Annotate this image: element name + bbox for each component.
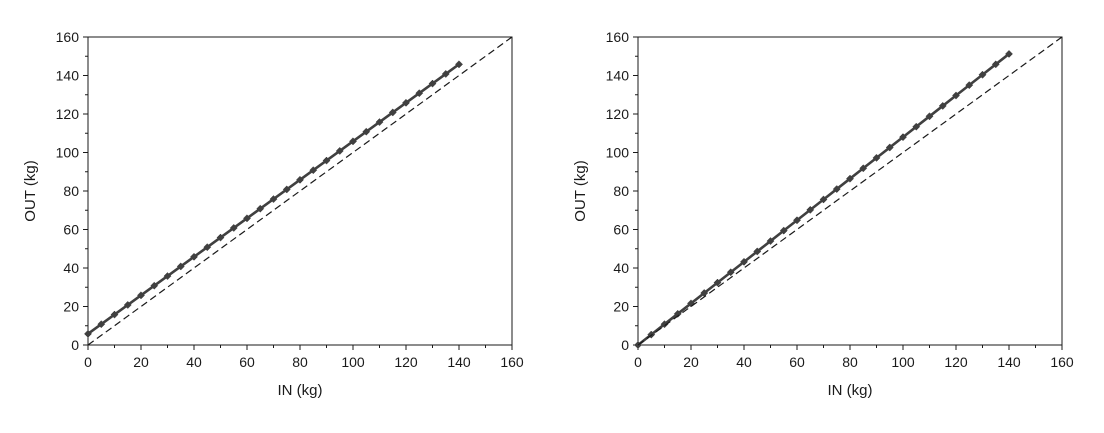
x-axis-label: IN (kg) bbox=[828, 382, 873, 399]
y-tick-label: 20 bbox=[613, 299, 629, 315]
data-point bbox=[322, 156, 331, 165]
data-point bbox=[362, 127, 371, 136]
data-point bbox=[455, 60, 463, 69]
data-point bbox=[899, 133, 907, 142]
chart-panel-2: 0 20 40 60 80 100 120 140 160 0 20 40 60 80 100 120 140 1… bbox=[572, 29, 1074, 399]
y-tick-label: 140 bbox=[56, 68, 80, 84]
data-point bbox=[203, 243, 212, 252]
y-tick-label: 0 bbox=[71, 337, 79, 353]
y-tick-label: 120 bbox=[56, 106, 80, 122]
reference-line bbox=[637, 36, 1063, 346]
data-point bbox=[441, 70, 450, 78]
data-point bbox=[978, 70, 987, 79]
data-point bbox=[137, 291, 145, 300]
data-point bbox=[846, 174, 854, 183]
y-tick-label: 80 bbox=[63, 183, 79, 199]
data-point bbox=[832, 185, 841, 194]
data-point bbox=[163, 272, 172, 281]
data-point bbox=[282, 185, 291, 194]
data-point bbox=[296, 175, 304, 184]
data-point bbox=[428, 79, 437, 88]
x-tick-label: 140 bbox=[997, 354, 1021, 370]
data-point bbox=[766, 237, 775, 246]
data-point bbox=[110, 310, 119, 319]
x-tick-label: 120 bbox=[394, 354, 418, 370]
data-point bbox=[388, 108, 397, 117]
data-point bbox=[309, 166, 318, 175]
data-point bbox=[819, 195, 828, 204]
x-tick-label: 140 bbox=[447, 354, 471, 370]
data-point bbox=[740, 257, 748, 266]
data-point bbox=[190, 252, 198, 261]
data-point bbox=[97, 320, 106, 329]
x-tick-label: 160 bbox=[500, 354, 524, 370]
data-point bbox=[806, 205, 815, 214]
x-tick-label: 100 bbox=[891, 354, 915, 370]
data-point bbox=[269, 195, 278, 204]
x-tick-label: 120 bbox=[944, 354, 968, 370]
y-tick-label: 160 bbox=[606, 29, 630, 45]
data-point bbox=[229, 224, 238, 232]
y-tick-label: 100 bbox=[606, 145, 630, 161]
x-tick-label: 40 bbox=[186, 354, 202, 370]
x-tick-label: 20 bbox=[683, 354, 699, 370]
data-point bbox=[402, 98, 410, 107]
data-point bbox=[123, 301, 132, 309]
x-tick-label: 0 bbox=[634, 354, 642, 370]
data-point bbox=[991, 60, 1000, 69]
x-tick-label: 20 bbox=[133, 354, 149, 370]
data-point bbox=[965, 81, 974, 90]
data-point bbox=[779, 226, 788, 235]
x-tick-label: 100 bbox=[341, 354, 365, 370]
x-tick-label: 0 bbox=[84, 354, 92, 370]
data-point bbox=[726, 268, 735, 277]
y-tick-label: 120 bbox=[606, 106, 630, 122]
data-point bbox=[938, 101, 947, 110]
data-point bbox=[673, 309, 682, 318]
y-tick-label: 40 bbox=[63, 260, 79, 276]
data-point bbox=[216, 233, 225, 242]
reference-line bbox=[87, 36, 513, 346]
y-tick-label: 60 bbox=[613, 222, 629, 238]
data-point bbox=[256, 204, 265, 213]
data-point bbox=[375, 118, 384, 127]
y-tick-label: 60 bbox=[63, 222, 79, 238]
data-point bbox=[243, 214, 251, 223]
y-tick-label: 0 bbox=[621, 337, 629, 353]
data-point bbox=[349, 137, 357, 146]
y-tick-label: 100 bbox=[56, 145, 80, 161]
x-tick-label: 60 bbox=[239, 354, 255, 370]
data-point bbox=[150, 281, 159, 290]
x-tick-label: 80 bbox=[292, 354, 308, 370]
x-tick-label: 80 bbox=[842, 354, 858, 370]
x-tick-label: 40 bbox=[736, 354, 752, 370]
data-point bbox=[952, 91, 960, 100]
y-tick-label: 20 bbox=[63, 299, 79, 315]
data-point bbox=[885, 143, 894, 152]
data-point bbox=[415, 89, 424, 98]
y-tick-label: 140 bbox=[606, 68, 630, 84]
data-point bbox=[912, 122, 921, 131]
data-point bbox=[713, 278, 722, 287]
chart-panel-1: 0 20 40 60 80 100 120 140 160 0 20 40 60 80 100 120 140 1… bbox=[22, 29, 524, 399]
data-point bbox=[925, 112, 934, 121]
y-axis-label: OUT (kg) bbox=[22, 160, 39, 221]
data-point bbox=[1005, 49, 1013, 58]
data-point bbox=[872, 153, 881, 162]
data-point bbox=[176, 262, 185, 271]
data-point bbox=[793, 216, 801, 225]
x-axis-label: IN (kg) bbox=[278, 382, 323, 399]
x-tick-label: 60 bbox=[789, 354, 805, 370]
data-point bbox=[660, 320, 669, 329]
y-axis-label: OUT (kg) bbox=[572, 160, 589, 221]
data-point bbox=[335, 147, 344, 155]
data-point bbox=[753, 247, 762, 256]
data-point bbox=[859, 164, 868, 173]
y-tick-label: 80 bbox=[613, 183, 629, 199]
y-tick-label: 40 bbox=[613, 260, 629, 276]
data-point bbox=[84, 329, 92, 338]
x-tick-label: 160 bbox=[1050, 354, 1074, 370]
y-tick-label: 160 bbox=[56, 29, 80, 45]
